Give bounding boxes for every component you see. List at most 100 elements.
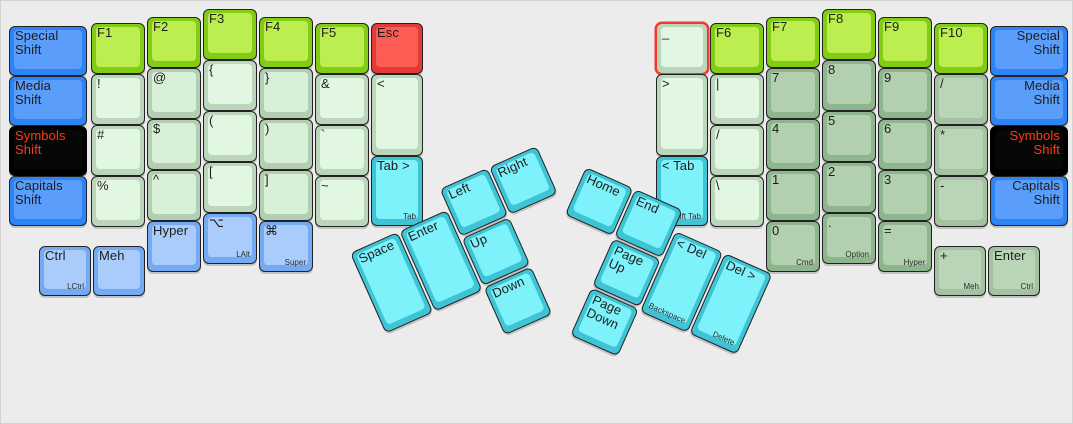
key-secondary-label: Ctrl bbox=[1020, 282, 1033, 291]
meh-key[interactable]: Meh bbox=[93, 246, 145, 296]
middle-column-key-3[interactable]: [ bbox=[203, 162, 257, 213]
index-column-key-4[interactable]: ⌘ Super bbox=[259, 221, 313, 272]
pinky-outer-column-key-3[interactable]: Capitals Shift bbox=[9, 176, 87, 226]
key-primary-label: _ bbox=[662, 25, 670, 40]
index-column-r-key-1[interactable]: 7 bbox=[766, 68, 820, 119]
pinky-column-r-key-1[interactable]: / bbox=[934, 74, 988, 125]
keycap-surface bbox=[827, 13, 871, 53]
pinky-column-key-0[interactable]: F1 bbox=[91, 23, 145, 74]
ring-column-r-key-3[interactable]: 3 bbox=[878, 170, 932, 221]
index-column-key-2[interactable]: ) bbox=[259, 119, 313, 170]
key-primary-label: $ bbox=[153, 121, 161, 136]
pinky-column-r-key-3[interactable]: - bbox=[934, 176, 988, 227]
enter-ctrl-key[interactable]: Enter Ctrl bbox=[988, 246, 1040, 296]
pinky-column-r-key-2[interactable]: * bbox=[934, 125, 988, 176]
keycap-surface bbox=[320, 78, 364, 118]
key-primary-label: 7 bbox=[772, 70, 780, 85]
ring-column-r-key-4[interactable]: = Hyper bbox=[878, 221, 932, 272]
ring-column-key-4[interactable]: Hyper bbox=[147, 221, 201, 272]
index-column-r-key-4[interactable]: 0 Cmd bbox=[766, 221, 820, 272]
thumb-outer-column-r-key-1[interactable]: > bbox=[656, 74, 708, 156]
pinky-outer-column-key-2[interactable]: Symbols Shift bbox=[9, 126, 87, 176]
thumb-outer-column-key-1[interactable]: < bbox=[371, 74, 423, 156]
index-inner-column-key-3[interactable]: ~ bbox=[315, 176, 369, 227]
key-primary-label: ) bbox=[265, 121, 270, 136]
index-column-key-1[interactable]: } bbox=[259, 68, 313, 119]
thumb-outer-column-r-key-0[interactable]: _ bbox=[656, 23, 708, 74]
ring-column-key-1[interactable]: @ bbox=[147, 68, 201, 119]
index-column-key-3[interactable]: ] bbox=[259, 170, 313, 221]
keycap-surface bbox=[993, 250, 1035, 289]
thumb-outer-column-key-2[interactable]: Tab > Tab bbox=[371, 156, 423, 226]
middle-column-key-1[interactable]: { bbox=[203, 60, 257, 111]
middle-column-r-key-2[interactable]: 5 bbox=[822, 111, 876, 162]
keycap-surface bbox=[152, 21, 196, 61]
index-column-r-key-3[interactable]: 1 bbox=[766, 170, 820, 221]
thumb-cluster: < Del Backspace Del > Delete End Home Page Up P… bbox=[564, 167, 773, 357]
pinky-outer-column-r-key-3[interactable]: Capitals Shift bbox=[990, 176, 1068, 226]
key-primary-label: 6 bbox=[884, 121, 892, 136]
key-primary-label: { bbox=[209, 62, 214, 77]
plus-meh-key[interactable]: + Meh bbox=[934, 246, 986, 296]
pinky-outer-column-key-0[interactable]: Special Shift bbox=[9, 26, 87, 76]
key-primary-label: = bbox=[884, 223, 892, 238]
pinky-column-key-3[interactable]: % bbox=[91, 176, 145, 227]
pinky-column-r-key-0[interactable]: F10 bbox=[934, 23, 988, 74]
key-primary-label: ( bbox=[209, 113, 214, 128]
ctrl-key[interactable]: Ctrl LCtrl bbox=[39, 246, 91, 296]
middle-column-r-key-3[interactable]: 2 bbox=[822, 162, 876, 213]
key-primary-label: 1 bbox=[772, 172, 780, 187]
ring-column-key-3[interactable]: ^ bbox=[147, 170, 201, 221]
pinky-column-key-2[interactable]: # bbox=[91, 125, 145, 176]
middle-column-key-2[interactable]: ( bbox=[203, 111, 257, 162]
index-inner-column-r-key-1[interactable]: | bbox=[710, 74, 764, 125]
key-primary-label: F4 bbox=[265, 19, 281, 34]
ring-column-key-0[interactable]: F2 bbox=[147, 17, 201, 68]
middle-column-r-key-1[interactable]: 8 bbox=[822, 60, 876, 111]
middle-column-key-4[interactable]: ⌥ LAlt bbox=[203, 213, 257, 264]
ring-column-r-key-0[interactable]: F9 bbox=[878, 17, 932, 68]
keycap-surface bbox=[661, 78, 703, 149]
pinky-outer-column-key-1[interactable]: Media Shift bbox=[9, 76, 87, 126]
keycap-surface bbox=[995, 80, 1063, 119]
keycap-surface bbox=[96, 78, 140, 118]
index-inner-column-r-key-0[interactable]: F6 bbox=[710, 23, 764, 74]
index-column-key-0[interactable]: F4 bbox=[259, 17, 313, 68]
keycap-surface bbox=[883, 174, 927, 214]
thumb-outer-column-key-0[interactable]: Esc bbox=[371, 23, 423, 74]
middle-column-r-key-0[interactable]: F8 bbox=[822, 9, 876, 60]
middle-column-key-0[interactable]: F3 bbox=[203, 9, 257, 60]
index-column-r-key-2[interactable]: 4 bbox=[766, 119, 820, 170]
key-primary-label: 9 bbox=[884, 70, 892, 85]
key-primary-label: ⌘ bbox=[265, 223, 279, 238]
key-primary-label: ⌥ bbox=[209, 215, 225, 230]
keycap-surface bbox=[376, 27, 418, 67]
keycap-surface bbox=[883, 225, 927, 265]
index-inner-column-key-2[interactable]: ` bbox=[315, 125, 369, 176]
key-primary-label: 5 bbox=[828, 113, 836, 128]
pinky-column-key-1[interactable]: ! bbox=[91, 74, 145, 125]
keycap-surface bbox=[320, 27, 364, 67]
keycap-surface bbox=[264, 225, 308, 265]
key-primary-label: ~ bbox=[321, 178, 329, 193]
key-primary-label: F5 bbox=[321, 25, 337, 40]
ring-column-r-key-2[interactable]: 6 bbox=[878, 119, 932, 170]
index-inner-column-key-1[interactable]: & bbox=[315, 74, 369, 125]
pinky-outer-column-r-key-1[interactable]: Media Shift bbox=[990, 76, 1068, 126]
pinky-outer-column-r-key-0[interactable]: Special Shift bbox=[990, 26, 1068, 76]
ring-column-r-key-1[interactable]: 9 bbox=[878, 68, 932, 119]
index-inner-column-r-key-2[interactable]: / bbox=[710, 125, 764, 176]
index-inner-column-key-0[interactable]: F5 bbox=[315, 23, 369, 74]
middle-column-r-key-4[interactable]: . Option bbox=[822, 213, 876, 264]
key-primary-label: # bbox=[97, 127, 105, 142]
key-primary-label: F10 bbox=[940, 25, 963, 40]
keycap-surface bbox=[376, 78, 418, 149]
index-column-r-key-0[interactable]: F7 bbox=[766, 17, 820, 68]
key-primary-label: Esc bbox=[377, 25, 399, 40]
key-primary-label: F7 bbox=[772, 19, 788, 34]
ring-column-key-2[interactable]: $ bbox=[147, 119, 201, 170]
key-secondary-label: LCtrl bbox=[67, 282, 84, 291]
index-inner-column-r-key-3[interactable]: \ bbox=[710, 176, 764, 227]
pinky-outer-column-r-key-2[interactable]: Symbols Shift bbox=[990, 126, 1068, 176]
